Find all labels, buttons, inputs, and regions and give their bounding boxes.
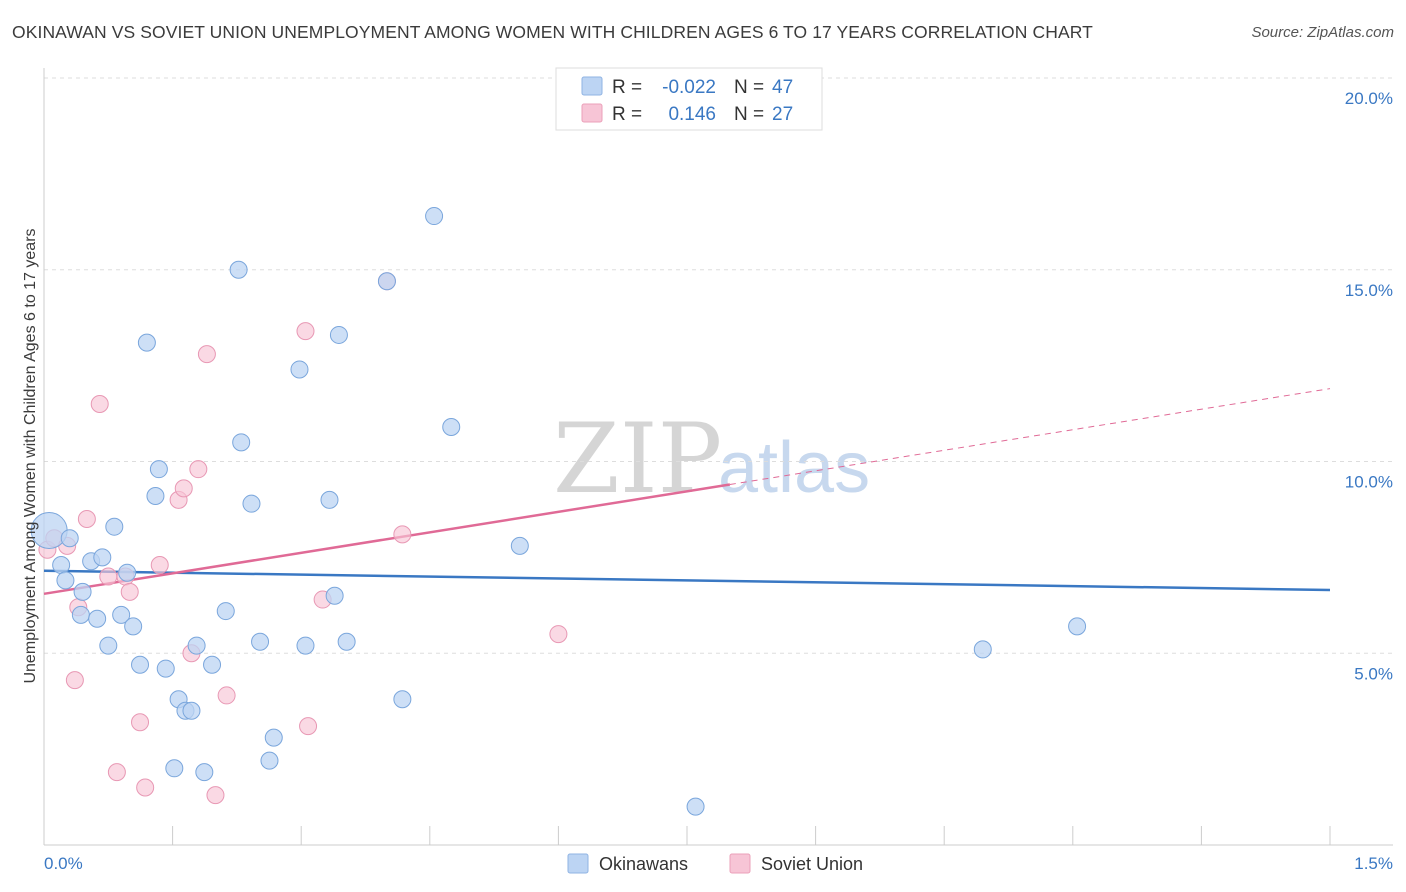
okinawans-point [425,207,444,226]
legend-r-label-okinawans: R = [612,77,642,98]
okinawans-point [99,636,118,655]
soviet-union-point [174,479,193,498]
soviet-union-point [206,786,225,805]
okinawans-point [124,617,143,636]
soviet-union-point [90,394,109,413]
bottom-legend-swatch-okinawans [567,853,589,874]
okinawans-point [229,260,248,279]
okinawans-point [156,659,175,678]
y-tick-label: 20.0% [1345,89,1393,108]
legend-swatch-soviet-union [581,103,603,123]
bottom-legend-label-soviet-union: Soviet Union [761,854,863,874]
legend-n-value-okinawans: 47 [772,77,793,98]
y-tick-label: 5.0% [1354,664,1393,683]
okinawans-point [165,759,184,778]
okinawans-point [131,655,150,674]
watermark-atlas: atlas [718,428,870,508]
okinawans-point [320,490,339,509]
okinawans-point [973,640,992,659]
okinawans-point [60,529,79,548]
x-tick-label-min: 0.0% [44,854,83,873]
legend-r-value-soviet-union: 0.146 [668,104,716,125]
okinawans-point [216,602,235,621]
legend-n-label-okinawans: N = [734,77,764,98]
soviet-union-trend-line [43,483,731,596]
okinawans-point [56,571,75,590]
okinawans-trend-line [43,569,1331,592]
soviet-union-trend-line-extension [729,388,1331,486]
legend-n-value-soviet-union: 27 [772,104,793,125]
okinawans-point [52,556,71,575]
soviet-union-point [393,525,412,544]
okinawans-point [203,655,222,674]
soviet-union-point [131,713,150,732]
legend-r-label-soviet-union: R = [612,104,642,125]
okinawans-point [251,632,270,651]
bottom-legend-label-okinawans: Okinawans [599,854,688,874]
okinawans-point [296,636,315,655]
legend-r-value-okinawans: -0.022 [662,77,716,98]
soviet-union-point [296,322,315,341]
okinawans-point [73,582,92,601]
soviet-union-point [136,778,155,797]
bottom-legend-swatch-soviet-union [729,853,751,874]
okinawans-point [182,701,201,720]
soviet-union-point [150,556,169,575]
soviet-union-point [99,567,118,586]
soviet-union-point [549,625,568,644]
y-axis-title: Unemployment Among Women with Children A… [22,228,39,683]
okinawans-point [264,728,283,747]
okinawans-point [442,417,461,436]
okinawans-point [329,325,348,344]
okinawans-point [325,586,344,605]
soviet-union-point [77,510,96,529]
okinawans-point [93,548,112,567]
soviet-union-point [107,763,126,782]
okinawans-point [88,609,107,628]
legend-swatch-okinawans [581,76,603,96]
y-tick-label: 15.0% [1345,281,1393,300]
okinawans-point [290,360,309,379]
okinawans-point [105,517,124,536]
okinawans-point [260,751,279,770]
y-tick-label: 10.0% [1345,473,1393,492]
okinawans-point [393,690,412,709]
x-tick-label-max: 1.5% [1354,854,1393,873]
chart-title: OKINAWAN VS SOVIET UNION UNEMPLOYMENT AM… [12,22,1093,42]
series-legend: Okinawans Soviet Union [567,853,863,874]
okinawans-point [686,797,705,816]
soviet-union-point [120,582,139,601]
okinawans-point [146,487,165,506]
okinawans-point [112,605,131,624]
okinawans-point [187,636,206,655]
okinawans-point [232,433,251,452]
source-attribution: Source: ZipAtlas.com [1251,24,1394,41]
legend-n-label-soviet-union: N = [734,104,764,125]
soviet-union-point [299,717,318,736]
okinawans-point [377,272,396,291]
okinawans-point [510,536,529,555]
soviet-union-point [217,686,236,705]
correlation-legend: R = -0.022 N = 47 R = 0.146 N = 27 [555,67,823,131]
okinawans-point [71,605,90,624]
okinawans-point [1068,617,1087,636]
soviet-union-point [65,671,84,690]
okinawans-point [137,333,156,352]
okinawans-point [337,632,356,651]
okinawans-point [149,460,168,479]
soviet-union-point [197,345,216,364]
okinawans-point [118,563,137,582]
okinawans-point [242,494,261,513]
okinawans-point [195,763,214,782]
soviet-union-point [189,460,208,479]
watermark-zip: ZIP [553,403,722,515]
